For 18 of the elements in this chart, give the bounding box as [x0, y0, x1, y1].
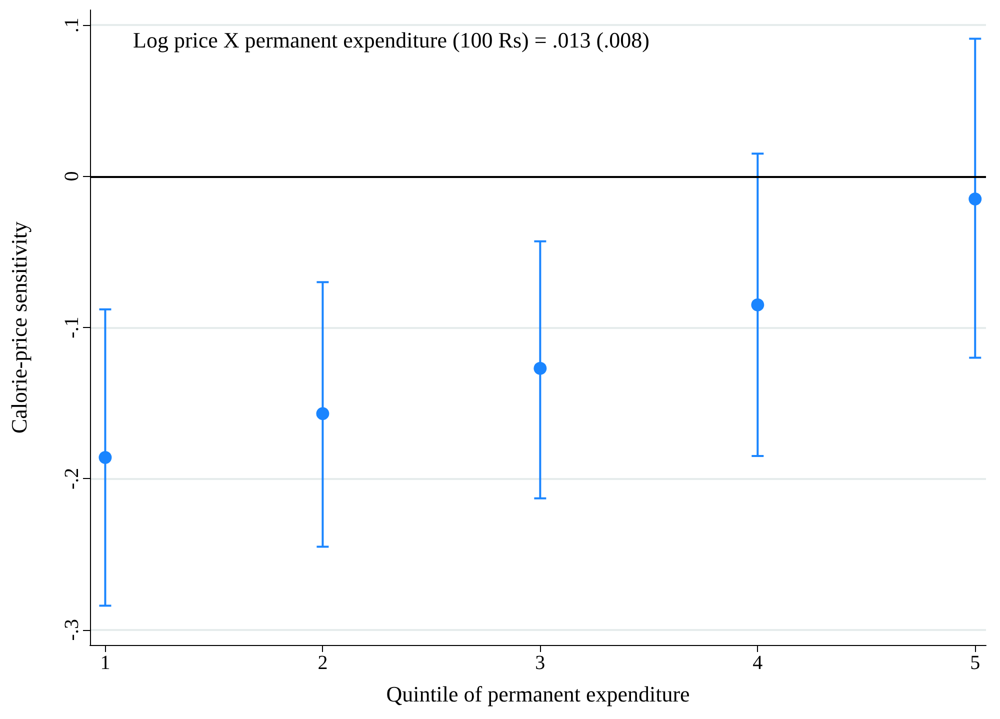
x-tick-label: 3 — [535, 652, 546, 674]
x-tick-label: 4 — [752, 652, 763, 674]
x-tick-label: 1 — [100, 652, 110, 674]
x-tick-label: 5 — [970, 652, 980, 674]
y-tick-label: 0 — [61, 171, 83, 182]
point — [316, 407, 330, 420]
x-axis-title: Quintile of permanent expenditure — [386, 682, 690, 706]
point — [751, 298, 764, 312]
y-tick-label: .1 — [61, 18, 83, 33]
x-tick-label: 2 — [318, 652, 328, 674]
y-tick-label: -.1 — [61, 316, 83, 338]
point — [968, 192, 982, 206]
point — [98, 451, 112, 464]
point — [534, 362, 547, 375]
y-tick-label: -.2 — [61, 468, 83, 490]
annotation: Log price X permanent expenditure (100 Rs) = .013 (.008) — [133, 28, 650, 52]
y-axis-title: Calorie-price sensitivity — [6, 222, 32, 434]
y-tick-label: -.3 — [61, 619, 83, 641]
